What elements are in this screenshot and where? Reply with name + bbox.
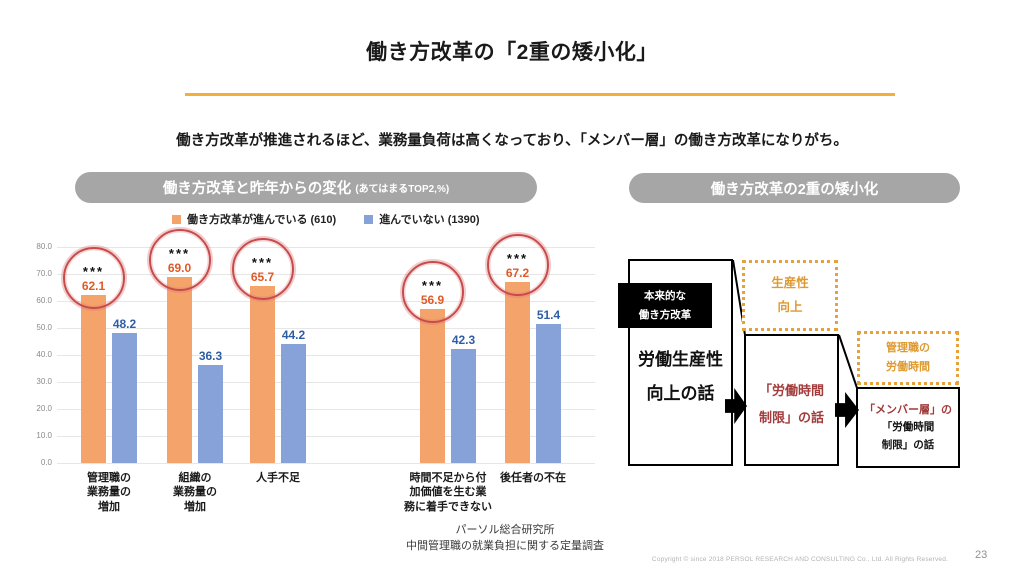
highlight-circle — [62, 247, 125, 310]
bar-not-improving — [198, 364, 223, 463]
copyright: Copyright © since 2018 PERSOL RESEARCH A… — [651, 556, 949, 563]
bar-improving — [505, 281, 530, 463]
gridline — [57, 463, 595, 464]
bar-value-not-improving: 48.2 — [112, 316, 137, 331]
highlight-circle — [231, 237, 294, 300]
highlight-circle — [401, 261, 464, 324]
diagram-box-member-layer: 「メンバー層」の 「労働時間 制限」の話 — [856, 387, 960, 468]
legend-swatch-blue-icon — [364, 214, 374, 224]
bar-not-improving — [536, 324, 561, 463]
gridline — [57, 328, 595, 329]
legend-label-not-improving: 進んでいない (1390) — [379, 214, 480, 226]
chart-legend: 働き方改革が進んでいる (610) 進んでいない (1390) — [172, 211, 480, 227]
category-label: 後任者の不在 — [500, 472, 566, 484]
bar-value-not-improving: 44.2 — [281, 327, 306, 342]
diagram-dashed-productivity: 生産性 向上 — [742, 260, 838, 331]
y-tick-label: 70.0 — [36, 269, 52, 278]
bar-improving — [81, 295, 106, 463]
right-panel-header-text: 働き方改革の2重の矮小化 — [710, 181, 879, 198]
bar-value-not-improving: 36.3 — [198, 348, 223, 363]
page-number: 23 — [975, 549, 988, 561]
category-label: 人手不足 — [256, 472, 300, 484]
bar-value-not-improving: 42.3 — [451, 332, 476, 347]
legend-item-not-improving: 進んでいない (1390) — [364, 211, 480, 227]
diagram-box-member-layer-line2: 制限」の話 — [881, 438, 935, 451]
bar-improving — [250, 285, 275, 463]
subtitle: 働き方改革が推進されるほど、業務量負荷は高くなっており、「メンバー層」の働き方改… — [176, 133, 848, 149]
category-label: 時間不足から付 加価値を生む業 務に着手できない — [404, 472, 492, 513]
source-note: パーソル総合研究所 中間管理職の就業負担に関する定量調査 — [340, 523, 670, 555]
diagram-box-member-layer-em: 「メンバー層」の — [864, 404, 952, 417]
highlight-circle — [486, 233, 549, 296]
y-tick-label: 20.0 — [36, 404, 52, 413]
bar-value-not-improving: 51.4 — [536, 308, 561, 323]
diagram-box-member-layer-line1: 「労働時間 — [881, 421, 935, 434]
bar-chart: 0.0 10.0 20.0 30.0 40.0 50.0 60.0 70.0 80.0 62.1 4… — [28, 228, 608, 527]
y-tick-label: 40.0 — [36, 350, 52, 359]
diagram-box-worktime-limit: 「労働時間 制限」の話 — [744, 334, 839, 466]
y-tick-label: 50.0 — [36, 323, 52, 332]
bar-improving — [167, 276, 192, 463]
right-panel-header: 働き方改革の2重の矮小化 — [629, 173, 960, 203]
legend-swatch-orange-icon — [172, 214, 181, 224]
gridline — [57, 409, 595, 410]
bar-not-improving — [281, 343, 306, 463]
legend-item-improving: 働き方改革が進んでいる (610) — [172, 211, 336, 227]
left-panel-header-note: (あてはまるTOP2,%) — [355, 184, 450, 195]
y-tick-label: 0.0 — [40, 458, 52, 467]
category-label: 組織の 業務量の 増加 — [173, 472, 217, 513]
gridline — [57, 274, 595, 275]
page-title: 働き方改革の「2重の矮小化」 — [366, 41, 658, 64]
y-tick-label: 30.0 — [36, 377, 52, 386]
gridline — [57, 436, 595, 437]
diagram-dashed-manager-hours: 管理職の 労働時間 — [857, 331, 959, 385]
bar-not-improving — [451, 348, 476, 463]
left-panel-header-text: 働き方改革と昨年からの変化 — [162, 181, 352, 197]
source-line-1: パーソル総合研究所 — [455, 524, 555, 536]
bar-improving — [420, 309, 445, 463]
source-line-2: 中間管理職の就業負担に関する定量調査 — [406, 539, 604, 552]
gridline — [57, 301, 595, 302]
trivialization-diagram: 労働生産性 向上の話 本来的な 働き方改革 生産性 向上 「労働時間 制限」の話 管理職… — [615, 250, 967, 474]
bar-not-improving — [112, 332, 137, 463]
y-tick-label: 80.0 — [36, 242, 52, 251]
diagram-origin-label: 本来的な 働き方改革 — [618, 283, 712, 328]
category-label: 管理職の 業務量の 増加 — [87, 472, 131, 513]
left-panel-header: 働き方改革と昨年からの変化 (あてはまるTOP2,%) — [75, 172, 537, 203]
diagram-box-labor-productivity-text: 労働生産性 向上の話 — [638, 349, 723, 403]
highlight-circle — [148, 228, 211, 291]
y-tick-label: 60.0 — [36, 296, 52, 305]
title-underline — [185, 93, 895, 96]
gridline — [57, 247, 595, 248]
y-tick-label: 10.0 — [36, 431, 52, 440]
gridline — [57, 355, 595, 356]
gridline — [57, 382, 595, 383]
legend-label-improving: 働き方改革が進んでいる (610) — [187, 214, 337, 226]
